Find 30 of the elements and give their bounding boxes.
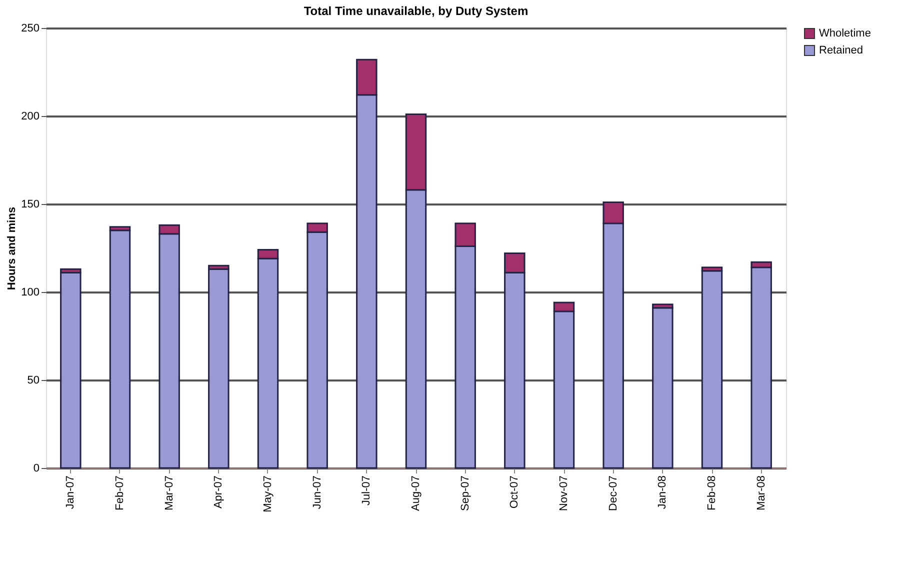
legend-label: Retained — [819, 44, 864, 56]
x-tick-label: Mar-08 — [755, 476, 768, 510]
x-tick-label: Mar-07 — [163, 476, 176, 510]
y-tick-label: 200 — [21, 110, 40, 122]
x-tick-label: Jan-08 — [656, 476, 669, 510]
x-tick-label: Aug-07 — [410, 476, 422, 511]
y-tick-label: 50 — [27, 374, 40, 386]
bar — [208, 268, 230, 469]
x-tick-label: May-07 — [262, 476, 274, 512]
x-tick-label: Dec-07 — [607, 476, 620, 511]
y-tick-label: 150 — [21, 198, 40, 210]
x-tick-label: Oct-07 — [508, 476, 521, 509]
x-tick-label: Sep-07 — [459, 476, 472, 511]
x-tick-label: Apr-07 — [212, 476, 225, 509]
x-tick-label: Jul-07 — [360, 476, 373, 506]
x-tick-label: Nov-07 — [558, 476, 570, 511]
bar — [109, 230, 131, 469]
x-tick-label: Feb-07 — [114, 476, 126, 510]
chart-title: Total Time unavailable, by Duty System — [304, 4, 528, 18]
x-tick-label: Jun-07 — [311, 476, 324, 510]
y-axis-title: Hours and mins — [6, 206, 18, 290]
y-tick-label: 0 — [33, 462, 40, 474]
y-tick-label: 100 — [21, 286, 40, 298]
legend-label: Wholetime — [819, 28, 871, 40]
x-tick-label: Jan-07 — [64, 476, 77, 510]
bar — [701, 270, 723, 469]
bar — [60, 272, 82, 469]
x-tick-label: Feb-08 — [706, 476, 718, 510]
y-tick-label: 250 — [21, 22, 40, 34]
bar — [652, 307, 674, 469]
